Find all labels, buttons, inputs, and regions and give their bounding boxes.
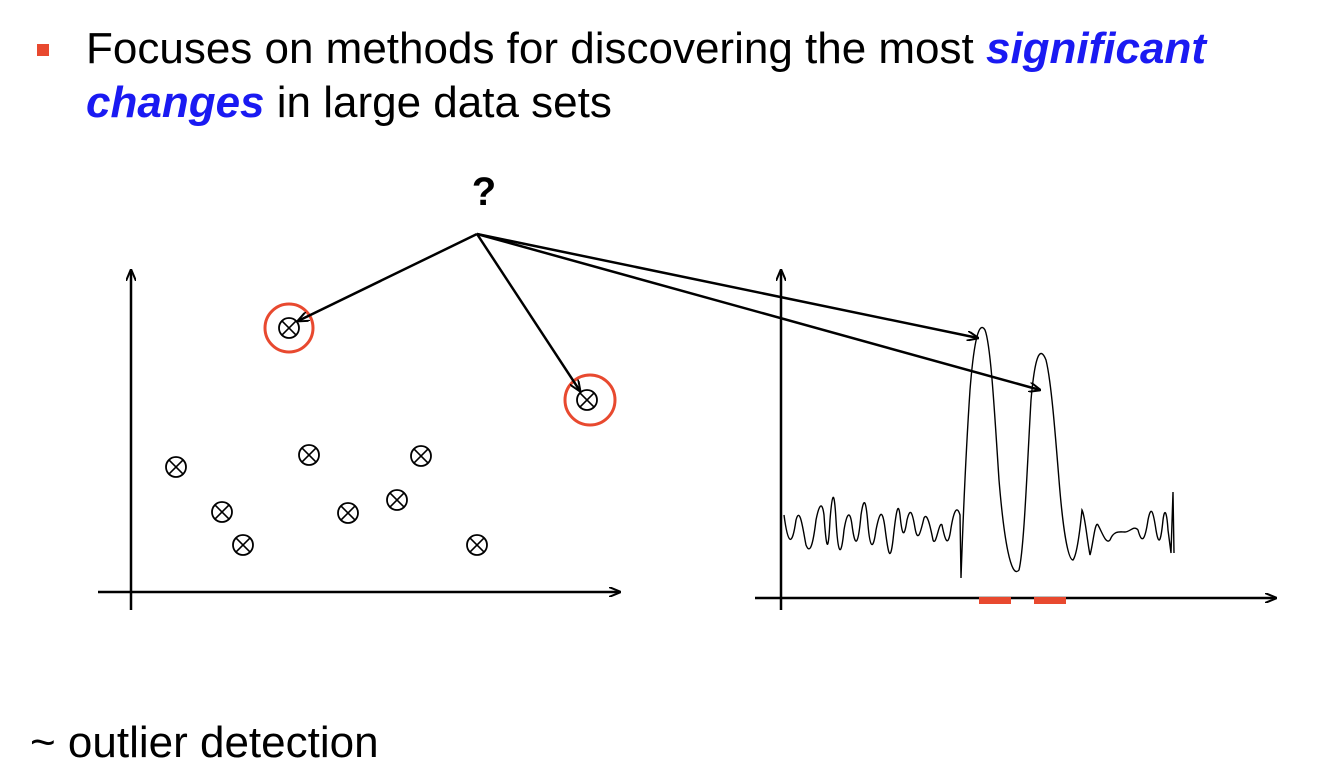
circle-cross-icon: [298, 444, 320, 466]
arrow-to-peak-1: [476, 232, 978, 338]
circle-cross-icon: [410, 445, 432, 467]
scatter-points: [165, 317, 598, 556]
bullet-text: Focuses on methods for discovering the m…: [86, 22, 1316, 130]
bullet-text-part-1: Focuses on methods for discovering the m…: [86, 24, 986, 73]
arrow-to-peak-2: [476, 232, 1040, 390]
question-mark: ?: [472, 170, 496, 214]
circle-cross-icon: [165, 456, 187, 478]
circle-cross-icon: [386, 489, 408, 511]
circle-cross-icon: [232, 534, 254, 556]
pointer-arrows: [298, 232, 1040, 391]
circle-cross-icon: [576, 389, 598, 411]
outlier-ring: [563, 373, 617, 427]
signal-curve: [783, 326, 1175, 579]
circle-cross-icon: [337, 502, 359, 524]
arrow-to-outlier-2: [475, 233, 580, 391]
circle-cross-icon: [278, 317, 300, 339]
circle-cross-icon: [466, 534, 488, 556]
bullet-text-part-2: in large data sets: [264, 78, 612, 127]
peak-marker: [979, 597, 1011, 604]
arrow-to-outlier-1: [298, 232, 478, 321]
circle-cross-icon: [211, 501, 233, 523]
footer-text: ~ outlier detection: [30, 718, 379, 767]
square-bullet-icon: [37, 44, 49, 56]
highlight-text: significant changes: [86, 24, 1207, 127]
peak-marker: [1034, 597, 1066, 604]
outlier-ring: [263, 302, 315, 354]
signal-axes: [755, 270, 1276, 610]
scatter-axes: [98, 270, 620, 610]
